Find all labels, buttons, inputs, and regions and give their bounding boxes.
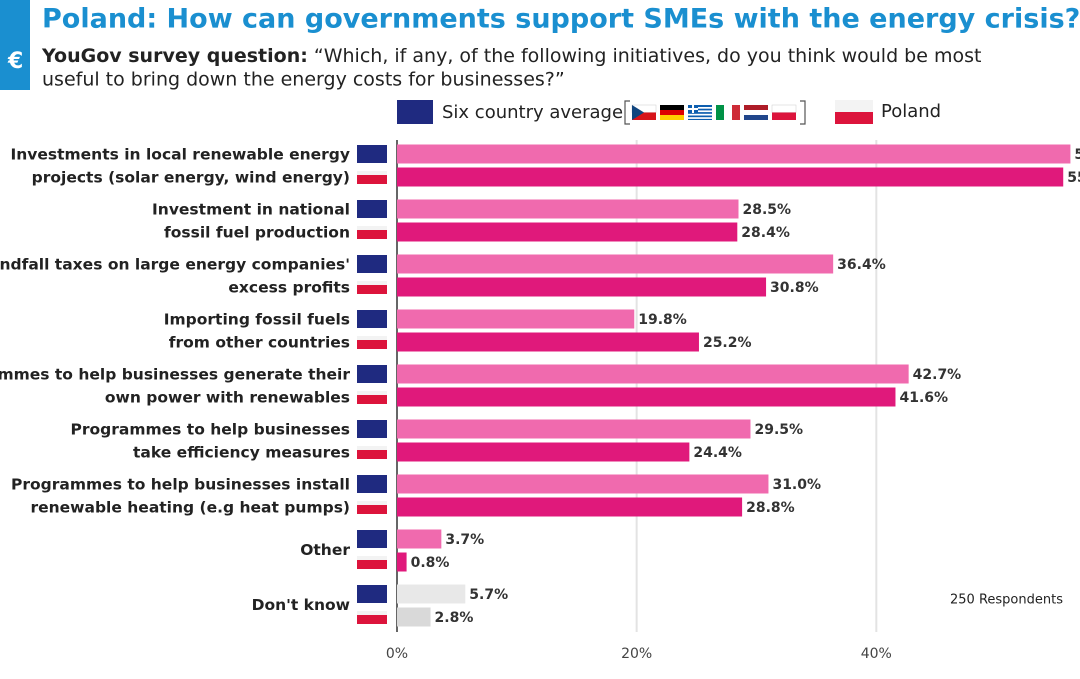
series-icon — [357, 505, 387, 514]
category-label: projects (solar energy, wind energy) — [32, 169, 350, 187]
legend-label: Poland — [881, 101, 941, 122]
value-label: 42.7% — [913, 367, 962, 383]
series-icon — [357, 226, 387, 230]
bar — [397, 497, 743, 517]
value-label: 36.4% — [837, 257, 886, 273]
series-icon — [357, 556, 387, 560]
series-icon — [357, 365, 387, 383]
bar — [397, 277, 767, 297]
value-label: 41.6% — [899, 390, 948, 406]
category-label: Investments in local renewable energy — [10, 146, 350, 164]
value-label: 3.7% — [445, 532, 484, 548]
series-icon — [357, 560, 387, 569]
legend-flag — [835, 112, 873, 124]
subtitle-line: useful to bring down the energy costs fo… — [42, 69, 565, 91]
category-label: take efficiency measures — [133, 444, 350, 462]
value-label: 5.7% — [469, 587, 508, 603]
category-label: Don't know — [252, 596, 350, 614]
bar — [397, 199, 739, 219]
value-label: 28.5% — [743, 202, 792, 218]
subtitle-label: YouGov survey question: — [41, 45, 308, 67]
category-label: Other — [300, 541, 350, 559]
value-label: 25.2% — [703, 335, 752, 351]
series-icon — [357, 391, 387, 395]
legend-label: Six country average — [442, 102, 623, 123]
category-label: Programmes to help businesses install — [11, 476, 350, 494]
series-icon — [357, 420, 387, 438]
bar — [397, 442, 690, 462]
category-label: Importing fossil fuels — [164, 311, 350, 329]
bar — [397, 254, 834, 274]
bar — [397, 607, 431, 627]
series-icon — [357, 530, 387, 548]
value-label: 19.8% — [638, 312, 687, 328]
legend — [624, 100, 873, 125]
value-label: 28.8% — [746, 500, 795, 516]
bar — [397, 332, 699, 352]
chart-title: Poland: How can governments support SMEs… — [42, 4, 1080, 35]
series-icon — [357, 255, 387, 273]
subtitle: YouGov survey question: “Which, if any, … — [41, 45, 981, 67]
logo — [0, 0, 30, 90]
series-icon — [357, 230, 387, 239]
x-tick-label: 0% — [386, 646, 408, 662]
value-label: 24.4% — [693, 445, 742, 461]
series-icon — [357, 281, 387, 285]
series-icon — [357, 446, 387, 450]
legend-bracket — [624, 100, 806, 125]
value-label: 28.4% — [741, 225, 790, 241]
category-label: Investment in national — [152, 201, 350, 219]
series-icon — [357, 310, 387, 328]
series-icon — [357, 340, 387, 349]
series-icon — [357, 585, 387, 603]
bar — [397, 144, 1071, 164]
series-icon — [357, 611, 387, 615]
category-label: own power with renewables — [105, 389, 350, 407]
x-tick-label: 20% — [621, 646, 652, 662]
legend-flag — [835, 100, 873, 112]
series-icon — [357, 145, 387, 163]
subtitle-line: “Which, if any, of the following initiat… — [314, 45, 982, 67]
bar — [397, 552, 407, 572]
logo-icon: € — [7, 49, 23, 74]
category-label: fossil fuel production — [164, 224, 350, 242]
value-label: 29.5% — [754, 422, 803, 438]
category-label: from other countries — [169, 334, 350, 352]
series-icon — [357, 501, 387, 505]
bar — [397, 529, 442, 549]
annotation: 250 Respondents — [950, 593, 1063, 608]
value-label: 2.8% — [435, 610, 474, 626]
category-label: Windfall taxes on large energy companies… — [0, 256, 350, 274]
category-label: Programmes to help businesses — [71, 421, 351, 439]
bar — [397, 419, 751, 439]
series-icon — [357, 615, 387, 624]
bar — [397, 167, 1064, 187]
value-label: 56.2% — [1074, 147, 1080, 163]
category-label: renewable heating (e.g heat pumps) — [30, 499, 350, 517]
value-label: 55.6% — [1067, 170, 1080, 186]
bar — [397, 222, 738, 242]
series-icon — [357, 395, 387, 404]
category-label: excess profits — [228, 279, 350, 297]
bar — [397, 364, 909, 384]
flags — [631, 104, 797, 120]
bar — [397, 584, 466, 604]
series-icon — [357, 450, 387, 459]
value-label: 30.8% — [770, 280, 819, 296]
bar — [397, 474, 769, 494]
bar — [397, 309, 635, 329]
legend-swatch — [397, 100, 433, 124]
series-icon — [357, 475, 387, 493]
value-label: 31.0% — [772, 477, 821, 493]
series-icon — [357, 336, 387, 340]
series-icon — [357, 175, 387, 184]
category-label: Programmes to help businesses generate t… — [0, 366, 350, 384]
x-tick-label: 40% — [861, 646, 892, 662]
series-icon — [357, 171, 387, 175]
value-label: 0.8% — [411, 555, 450, 571]
series-icon — [357, 200, 387, 218]
series-icon — [357, 285, 387, 294]
bar — [397, 387, 896, 407]
